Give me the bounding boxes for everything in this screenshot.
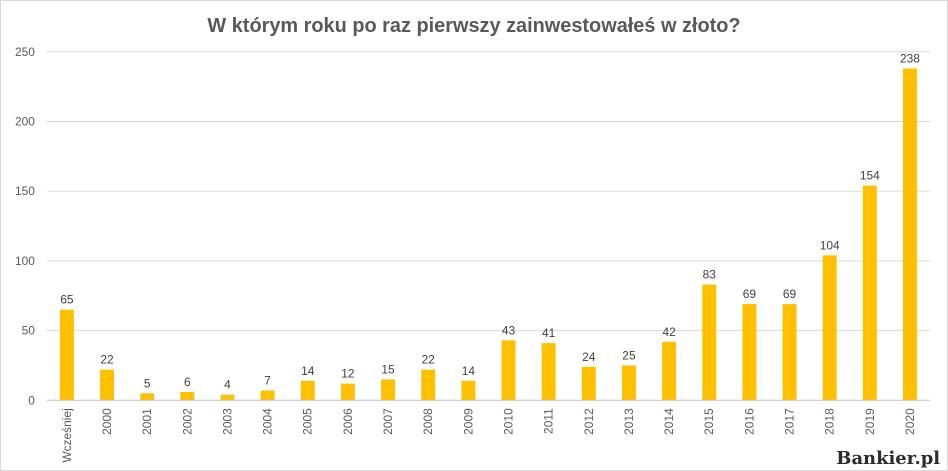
x-tick-label: 2005 <box>301 408 315 435</box>
x-tick-label: 2020 <box>903 408 917 435</box>
data-label: 15 <box>381 362 395 376</box>
data-label: 24 <box>582 350 596 364</box>
data-label: 7 <box>264 374 271 388</box>
data-label: 6 <box>184 375 191 389</box>
bar <box>581 366 596 401</box>
x-tick-label: 2013 <box>622 408 636 435</box>
data-label: 14 <box>462 364 476 378</box>
y-tick-label: 200 <box>15 114 35 128</box>
x-tick-label: 2007 <box>381 408 395 435</box>
data-label: 69 <box>743 287 757 301</box>
bar <box>541 343 556 401</box>
bar <box>501 340 516 401</box>
data-label: 238 <box>900 52 920 66</box>
bar <box>782 304 797 401</box>
bar <box>340 383 355 401</box>
x-tick-label: 2015 <box>702 408 716 435</box>
x-tick-label: 2003 <box>220 408 234 435</box>
bar <box>662 341 677 401</box>
data-label: 43 <box>502 323 516 337</box>
data-label: 25 <box>622 348 636 362</box>
x-tick-label: 2008 <box>421 408 435 435</box>
x-tick-label: Wcześniej <box>60 408 74 462</box>
data-label: 4 <box>224 378 231 392</box>
bar <box>742 304 757 401</box>
chart-title: W którym roku po raz pierwszy zainwestow… <box>207 15 740 37</box>
x-tick-label: 2012 <box>582 408 596 435</box>
x-tick-label: 2011 <box>542 408 556 434</box>
x-tick-label: 2018 <box>823 408 837 435</box>
grid-layer <box>46 51 931 332</box>
x-tick-label: 2014 <box>662 408 676 435</box>
x-tick-label: 2016 <box>742 408 756 435</box>
bar <box>621 365 636 401</box>
y-tick-label: 100 <box>15 254 35 268</box>
data-label: 14 <box>301 364 315 378</box>
x-tick-label: 2006 <box>341 408 355 435</box>
data-label: 104 <box>820 238 840 252</box>
x-tick-label: 2009 <box>461 408 475 435</box>
data-label: 41 <box>542 326 556 340</box>
x-tick-label: 2002 <box>180 408 194 435</box>
data-label: 65 <box>60 293 74 307</box>
bar <box>59 309 74 401</box>
data-label: 22 <box>100 353 114 367</box>
bar <box>220 394 235 401</box>
bar <box>822 255 837 401</box>
bar <box>862 185 877 401</box>
x-axis-ticks: Wcześniej 2000 2001 2002 2003 2004 2005 2006 200… <box>60 408 917 463</box>
bar <box>100 369 115 401</box>
data-label: 69 <box>783 287 797 301</box>
bar <box>421 369 436 401</box>
y-tick-label: 50 <box>22 324 36 338</box>
bar <box>461 380 476 401</box>
x-tick-label: 2019 <box>863 408 877 435</box>
bars <box>59 68 917 401</box>
y-tick-label: 150 <box>15 184 35 198</box>
data-label: 83 <box>703 268 717 282</box>
x-tick-label: 2001 <box>140 408 154 435</box>
bar <box>300 380 315 401</box>
y-tick-label: 250 <box>15 45 35 59</box>
y-axis-ticks: 0 50 100 150 200 250 <box>15 45 35 408</box>
data-labels: 65 22 5 6 4 7 14 12 15 22 14 43 41 24 25 42 83 69 69 104 154… <box>60 52 920 392</box>
bar <box>180 391 195 401</box>
data-label: 154 <box>860 169 880 183</box>
x-tick-label: 2004 <box>261 408 275 435</box>
data-label: 22 <box>422 353 436 367</box>
bar <box>140 393 155 401</box>
data-label: 42 <box>662 325 676 339</box>
x-tick-label: 2000 <box>100 408 114 435</box>
bar <box>903 68 917 401</box>
bar <box>702 284 717 401</box>
x-tick-label: 2017 <box>783 408 797 435</box>
x-tick-label: 2010 <box>501 408 515 435</box>
data-label: 5 <box>144 376 151 390</box>
y-tick-label: 0 <box>28 393 35 407</box>
bar <box>381 379 396 401</box>
data-label: 12 <box>341 367 355 381</box>
brand-logo: Bankier.pl <box>836 448 940 469</box>
bar <box>260 390 275 401</box>
